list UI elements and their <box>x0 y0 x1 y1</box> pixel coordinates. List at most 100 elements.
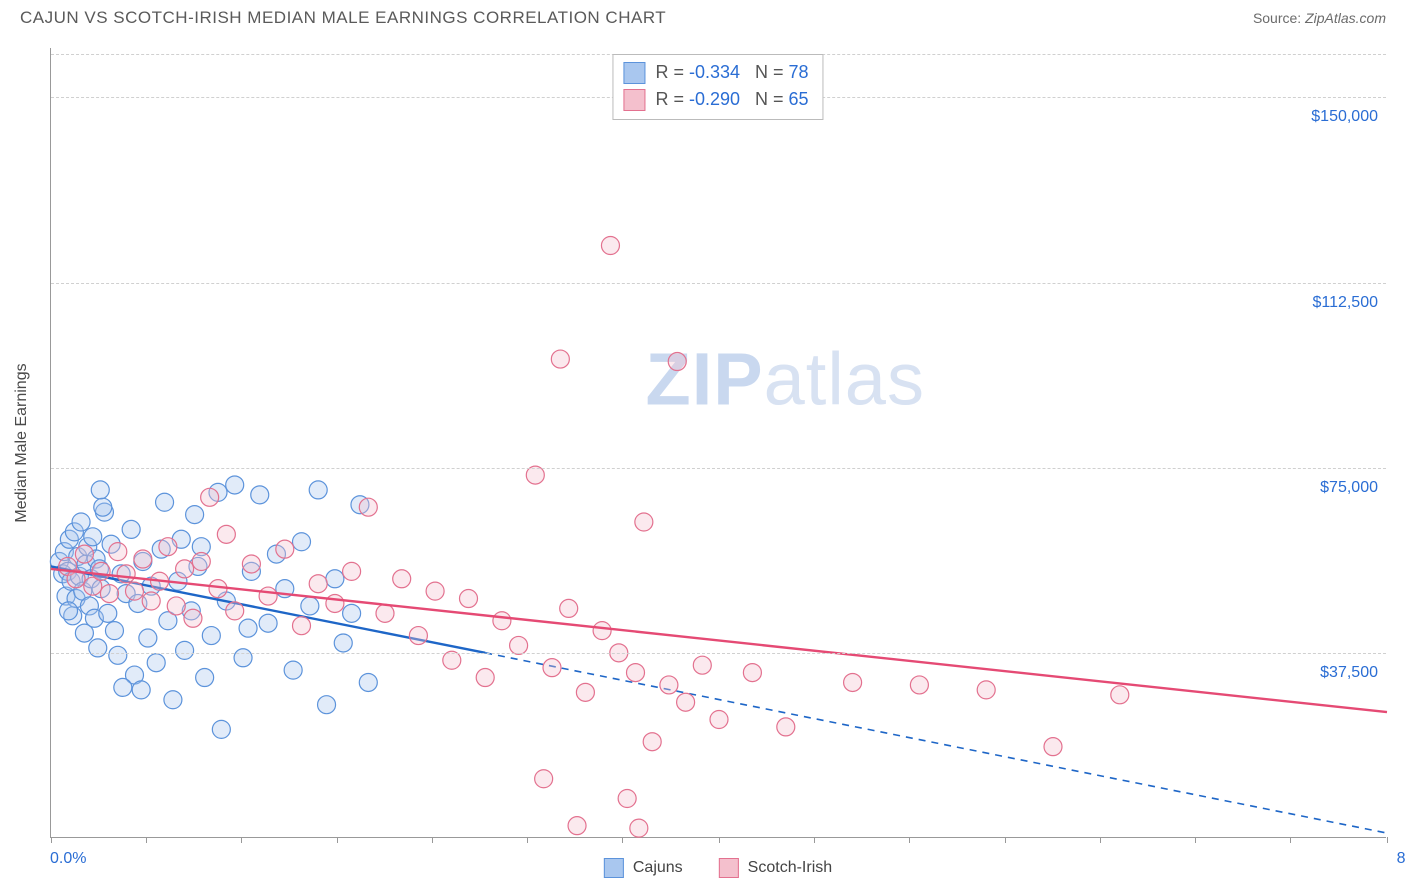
y-tick-label: $112,500 <box>1294 294 1378 312</box>
x-tick <box>1005 837 1006 843</box>
scatter-point <box>234 649 252 667</box>
scatter-point <box>301 597 319 615</box>
chart-header: CAJUN VS SCOTCH-IRISH MEDIAN MALE EARNIN… <box>0 0 1406 32</box>
scatter-point <box>159 538 177 556</box>
legend-swatch <box>604 858 624 878</box>
scatter-point <box>276 540 294 558</box>
scatter-point <box>92 562 110 580</box>
scatter-point <box>75 545 93 563</box>
scatter-point <box>627 664 645 682</box>
y-tick-label: $75,000 <box>1302 479 1378 497</box>
scatter-point <box>526 466 544 484</box>
scatter-point <box>94 498 112 516</box>
scatter-point <box>576 683 594 701</box>
gridline-h <box>51 468 1386 469</box>
x-tick <box>51 837 52 843</box>
scatter-point <box>122 520 140 538</box>
gridline-h <box>51 283 1386 284</box>
scatter-point <box>326 594 344 612</box>
legend-item: Cajuns <box>604 858 683 878</box>
scatter-point <box>643 733 661 751</box>
scatter-point <box>242 555 260 573</box>
scatter-point <box>1111 686 1129 704</box>
scatter-point <box>176 560 194 578</box>
scatter-point <box>376 604 394 622</box>
x-axis-label-min: 0.0% <box>50 850 86 868</box>
trend-line-dashed <box>485 653 1387 833</box>
scatter-point <box>443 651 461 669</box>
x-tick <box>527 837 528 843</box>
gridline-h <box>51 653 1386 654</box>
legend-label: Scotch-Irish <box>748 859 832 877</box>
scatter-point <box>677 693 695 711</box>
scatter-point <box>309 481 327 499</box>
scatter-point <box>476 669 494 687</box>
scatter-point <box>393 570 411 588</box>
scatter-point <box>560 599 578 617</box>
trend-line <box>51 569 1387 712</box>
legend-label: Cajuns <box>633 859 683 877</box>
stats-legend-text: R = -0.334 N = 78 <box>655 59 808 86</box>
scatter-point <box>202 627 220 645</box>
scatter-point <box>201 488 219 506</box>
scatter-point <box>192 553 210 571</box>
scatter-point <box>293 617 311 635</box>
scatter-point <box>535 770 553 788</box>
x-tick <box>719 837 720 843</box>
scatter-point <box>635 513 653 531</box>
x-tick <box>432 837 433 843</box>
scatter-point <box>72 513 90 531</box>
scatter-point <box>630 819 648 837</box>
scatter-point <box>343 562 361 580</box>
chart-source: Source: ZipAtlas.com <box>1253 10 1386 26</box>
scatter-point <box>164 691 182 709</box>
scatter-point <box>510 636 528 654</box>
x-tick <box>1290 837 1291 843</box>
stats-legend-text: R = -0.290 N = 65 <box>655 86 808 113</box>
scatter-point <box>84 528 102 546</box>
scatter-point <box>1044 738 1062 756</box>
y-tick-label: $150,000 <box>1293 108 1378 126</box>
scatter-point <box>551 350 569 368</box>
legend-item: Scotch-Irish <box>719 858 832 878</box>
scatter-point <box>251 486 269 504</box>
scatter-point <box>167 597 185 615</box>
scatter-point <box>89 639 107 657</box>
plot-area: ZIPatlas $37,500$75,000$112,500$150,000 <box>50 48 1386 838</box>
scatter-point <box>743 664 761 682</box>
stats-legend: R = -0.334 N = 78R = -0.290 N = 65 <box>612 54 823 120</box>
scatter-point <box>693 656 711 674</box>
scatter-point <box>259 587 277 605</box>
stats-legend-row: R = -0.334 N = 78 <box>623 59 808 86</box>
scatter-point <box>147 654 165 672</box>
scatter-point <box>109 543 127 561</box>
x-tick <box>337 837 338 843</box>
scatter-point <box>426 582 444 600</box>
x-tick <box>241 837 242 843</box>
scatter-point <box>710 711 728 729</box>
scatter-point <box>100 585 118 603</box>
scatter-point <box>660 676 678 694</box>
scatter-point <box>593 622 611 640</box>
x-tick <box>909 837 910 843</box>
legend-swatch <box>623 62 645 84</box>
scatter-point <box>226 476 244 494</box>
scatter-point <box>139 629 157 647</box>
x-tick <box>814 837 815 843</box>
scatter-point <box>334 634 352 652</box>
series-legend: Cajuns Scotch-Irish <box>604 858 832 878</box>
scatter-point <box>618 790 636 808</box>
scatter-point <box>777 718 795 736</box>
scatter-point <box>326 570 344 588</box>
scatter-point <box>259 614 277 632</box>
x-tick <box>622 837 623 843</box>
scatter-point <box>668 353 686 371</box>
scatter-point <box>60 602 78 620</box>
scatter-point <box>142 592 160 610</box>
scatter-point <box>343 604 361 622</box>
source-label: Source: <box>1253 10 1301 26</box>
scatter-point <box>543 659 561 677</box>
scatter-point <box>359 498 377 516</box>
scatter-point <box>186 506 204 524</box>
scatter-point <box>359 673 377 691</box>
